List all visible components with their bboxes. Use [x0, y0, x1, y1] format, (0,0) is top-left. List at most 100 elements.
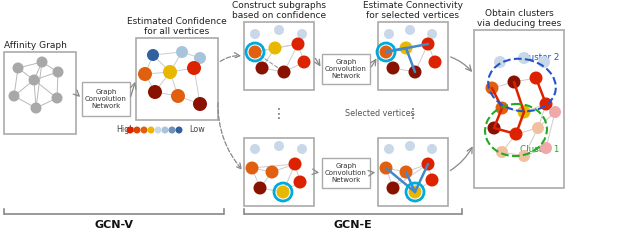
Circle shape	[540, 97, 552, 111]
Text: GCN-V: GCN-V	[95, 220, 134, 230]
Circle shape	[187, 61, 201, 75]
Circle shape	[540, 142, 552, 154]
Circle shape	[31, 102, 42, 114]
Circle shape	[52, 66, 63, 77]
Text: Graph
Convolution
Network: Graph Convolution Network	[325, 163, 367, 183]
Circle shape	[274, 25, 284, 35]
Circle shape	[426, 174, 438, 186]
Circle shape	[399, 165, 413, 179]
Circle shape	[51, 93, 63, 103]
Circle shape	[161, 126, 168, 133]
Circle shape	[427, 144, 437, 154]
Circle shape	[8, 91, 19, 101]
Circle shape	[518, 105, 531, 119]
Circle shape	[148, 85, 162, 99]
Circle shape	[422, 157, 435, 171]
Circle shape	[255, 62, 269, 74]
Text: ⋮: ⋮	[272, 107, 286, 121]
Circle shape	[250, 29, 260, 39]
Text: Construct subgraphs
based on confidence: Construct subgraphs based on confidence	[232, 0, 326, 20]
Circle shape	[408, 186, 422, 198]
Text: Cluster 2: Cluster 2	[520, 54, 559, 62]
Circle shape	[405, 141, 415, 151]
Text: Graph
Convolution
Network: Graph Convolution Network	[325, 59, 367, 79]
Text: High: High	[116, 125, 134, 134]
Circle shape	[488, 122, 500, 134]
Circle shape	[294, 176, 307, 188]
Text: Affinity Graph: Affinity Graph	[4, 41, 67, 50]
Circle shape	[297, 144, 307, 154]
Circle shape	[269, 41, 282, 55]
Circle shape	[495, 101, 509, 115]
Circle shape	[266, 165, 278, 179]
FancyBboxPatch shape	[4, 52, 76, 134]
Circle shape	[147, 49, 159, 61]
Circle shape	[274, 141, 284, 151]
Circle shape	[253, 182, 266, 194]
FancyBboxPatch shape	[474, 30, 564, 188]
Circle shape	[538, 56, 550, 68]
Circle shape	[127, 126, 134, 133]
Circle shape	[276, 186, 289, 198]
FancyBboxPatch shape	[82, 82, 130, 116]
Circle shape	[141, 126, 147, 133]
Circle shape	[384, 29, 394, 39]
Circle shape	[508, 75, 520, 89]
FancyBboxPatch shape	[244, 22, 314, 90]
Text: Estimated Confidence
for all vertices: Estimated Confidence for all vertices	[127, 17, 227, 36]
Circle shape	[289, 157, 301, 171]
Circle shape	[147, 126, 154, 133]
FancyBboxPatch shape	[322, 54, 370, 84]
FancyBboxPatch shape	[378, 22, 448, 90]
Circle shape	[380, 161, 392, 175]
Circle shape	[163, 65, 177, 79]
Text: Low: Low	[189, 125, 205, 134]
Circle shape	[246, 161, 259, 175]
Circle shape	[422, 37, 435, 51]
Circle shape	[175, 126, 182, 133]
Circle shape	[509, 127, 522, 141]
Circle shape	[298, 56, 310, 68]
Circle shape	[138, 67, 152, 81]
FancyBboxPatch shape	[322, 158, 370, 188]
Circle shape	[134, 126, 141, 133]
Circle shape	[427, 29, 437, 39]
Text: ⋮: ⋮	[406, 107, 420, 121]
Circle shape	[494, 56, 506, 68]
Circle shape	[278, 65, 291, 79]
Circle shape	[486, 82, 499, 94]
Circle shape	[408, 65, 422, 79]
FancyBboxPatch shape	[378, 138, 448, 206]
Circle shape	[387, 62, 399, 74]
Circle shape	[518, 150, 530, 162]
Text: Estimate Connectivity
for selected vertices: Estimate Connectivity for selected verti…	[363, 0, 463, 20]
Circle shape	[518, 52, 530, 64]
Circle shape	[384, 144, 394, 154]
Circle shape	[532, 122, 544, 134]
Circle shape	[529, 71, 543, 85]
FancyBboxPatch shape	[244, 138, 314, 206]
Circle shape	[168, 126, 175, 133]
Circle shape	[193, 97, 207, 111]
Circle shape	[380, 45, 392, 59]
Circle shape	[250, 144, 260, 154]
Circle shape	[36, 57, 47, 67]
Circle shape	[176, 46, 188, 58]
Circle shape	[291, 37, 305, 51]
Text: GCN-E: GCN-E	[333, 220, 372, 230]
FancyBboxPatch shape	[136, 38, 218, 120]
Text: Selected vertices: Selected vertices	[344, 110, 414, 119]
Circle shape	[387, 182, 399, 194]
Text: Graph
Convolution
Network: Graph Convolution Network	[85, 89, 127, 109]
Circle shape	[405, 25, 415, 35]
Circle shape	[496, 146, 508, 158]
Text: Obtain clusters
via deducing trees: Obtain clusters via deducing trees	[477, 9, 561, 28]
Circle shape	[297, 29, 307, 39]
Circle shape	[154, 126, 161, 133]
Circle shape	[429, 56, 442, 68]
Circle shape	[29, 74, 40, 86]
Circle shape	[13, 62, 24, 73]
Circle shape	[171, 89, 185, 103]
Circle shape	[248, 45, 262, 59]
Circle shape	[194, 52, 206, 64]
